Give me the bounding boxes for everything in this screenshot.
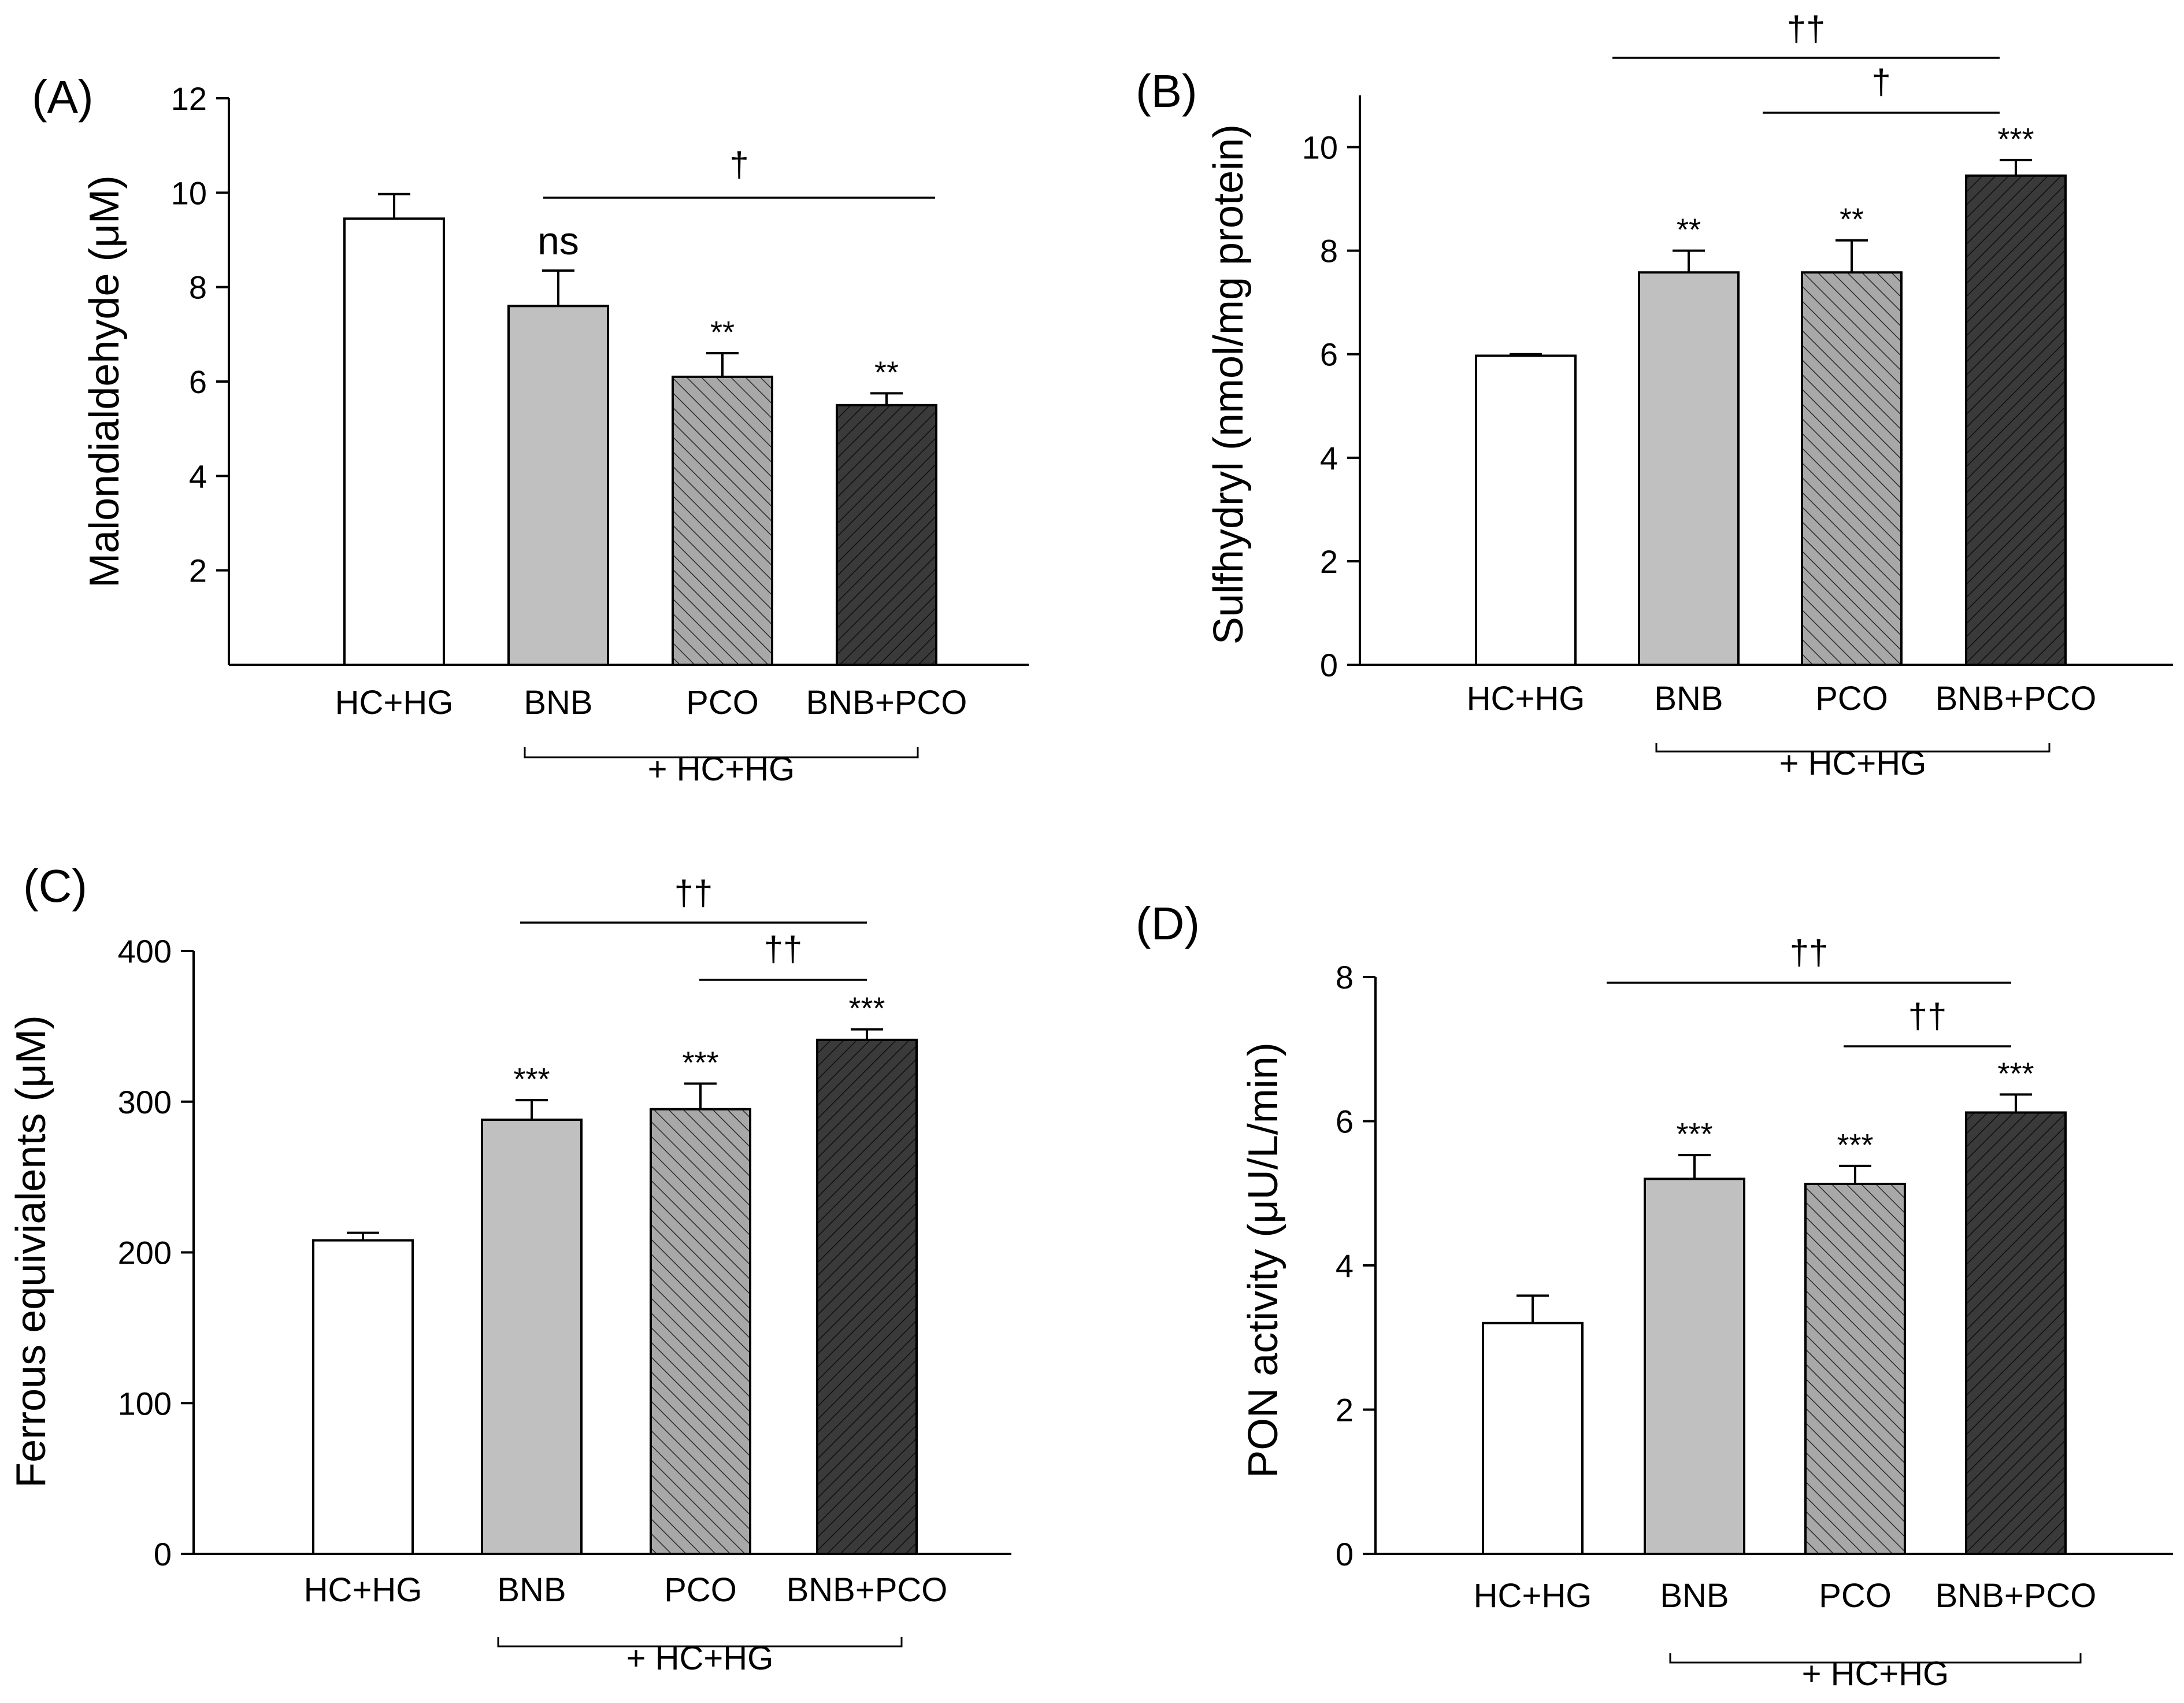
y-tick-label: 8 xyxy=(189,269,207,306)
category-label: PCO xyxy=(1815,680,1888,717)
y-tick-label: 8 xyxy=(1320,233,1338,269)
bar-bnb-plus-pco xyxy=(1965,174,2067,666)
bar-bnb-plus-pco xyxy=(836,403,937,666)
category-label: BNB+PCO xyxy=(787,1571,948,1609)
significance-marker: *** xyxy=(1676,1117,1712,1152)
significance-marker: *** xyxy=(1997,1056,2034,1091)
y-tick-label: 4 xyxy=(1336,1247,1354,1284)
y-tick-label: 300 xyxy=(118,1084,172,1120)
significance-marker: *** xyxy=(513,1062,550,1097)
y-axis-label: Sulfhydryl (nmol/mg protein) xyxy=(1206,124,1252,645)
group-bracket xyxy=(1655,743,2050,753)
bar-bnb xyxy=(481,1119,583,1556)
y-tick-label: 10 xyxy=(1302,129,1338,166)
group-label: + HC+HG xyxy=(648,750,795,788)
y-tick-label: 6 xyxy=(1336,1104,1354,1140)
category-label: PCO xyxy=(664,1571,737,1609)
category-label: BNB+PCO xyxy=(1935,1577,2097,1615)
bar-bnb-plus-pco xyxy=(1965,1111,2067,1555)
bar-pco xyxy=(1801,271,1903,666)
bar-bnb xyxy=(507,305,609,666)
y-tick-label: 0 xyxy=(154,1536,172,1572)
bar-pco xyxy=(672,375,773,666)
bar-bnb-plus-pco xyxy=(816,1038,918,1555)
bar-hc-plus-hg xyxy=(1482,1321,1584,1556)
chart-panel-b: (B) 0 2 4 6 8 10 Sulfhydryl (nmol/mg protein) HC… xyxy=(1136,9,2173,782)
panel-label: (C) xyxy=(23,860,87,912)
group-bracket xyxy=(524,747,919,758)
y-tick-label: 400 xyxy=(118,933,172,969)
comparison-marker: †† xyxy=(1787,9,1826,48)
y-tick-label: 100 xyxy=(118,1385,172,1421)
significance-marker: ** xyxy=(874,355,899,390)
group-bracket xyxy=(1669,1653,2082,1664)
category-label: HC+HG xyxy=(335,684,454,721)
bar-bnb xyxy=(1644,1178,1745,1556)
y-tick-label: 0 xyxy=(1320,647,1338,683)
y-tick-label: 10 xyxy=(171,175,207,211)
significance-marker: *** xyxy=(1997,122,2034,157)
significance-marker: *** xyxy=(1837,1128,1873,1163)
significance-marker: ** xyxy=(1677,213,1701,247)
comparison-marker: † xyxy=(1871,62,1890,101)
comparison-marker: † xyxy=(729,145,748,184)
y-tick-label: 200 xyxy=(118,1235,172,1271)
comparison-marker: †† xyxy=(674,873,713,912)
comparison-marker: †† xyxy=(1908,997,1947,1035)
y-tick-label: 4 xyxy=(1320,440,1338,476)
y-tick-label: 2 xyxy=(1320,543,1338,580)
group-label: + HC+HG xyxy=(626,1639,774,1677)
panel-label: (D) xyxy=(1136,898,1200,949)
category-label: BNB xyxy=(1660,1577,1729,1615)
y-tick-label: 8 xyxy=(1336,959,1354,995)
group-label: + HC+HG xyxy=(1802,1655,1949,1693)
bar-hc-plus-hg xyxy=(1475,354,1577,666)
chart-panel-a: (A) 2 4 6 8 10 12 Malondialdehyde (μM) HC+HG ns BN… xyxy=(32,71,1029,788)
significance-marker: *** xyxy=(848,991,885,1026)
significance-marker: *** xyxy=(682,1045,718,1080)
panel-label: (B) xyxy=(1136,65,1197,117)
chart-panel-d: (D) 0 2 4 6 8 PON activity (μU/L/min) HC+HG *** B… xyxy=(1136,898,2173,1693)
significance-marker: ** xyxy=(710,315,735,350)
category-label: PCO xyxy=(686,684,759,721)
significance-marker: ns xyxy=(537,219,579,263)
category-label: BNB xyxy=(524,684,592,721)
y-tick-label: 6 xyxy=(189,364,207,400)
category-label: PCO xyxy=(1819,1577,1892,1615)
group-bracket xyxy=(497,1637,903,1648)
y-tick-label: 2 xyxy=(189,553,207,589)
category-label: BNB+PCO xyxy=(806,684,967,721)
bar-pco xyxy=(1804,1183,1906,1555)
category-label: HC+HG xyxy=(304,1571,422,1609)
y-tick-label: 0 xyxy=(1336,1536,1354,1572)
y-axis-label: Malondialdehyde (μM) xyxy=(81,175,128,588)
category-label: BNB xyxy=(1654,680,1723,717)
chart-panel-c: (C) 0 100 200 300 400 Ferrous equivialents (μM… xyxy=(8,860,1011,1677)
bar-hc-plus-hg xyxy=(312,1239,414,1555)
category-label: BNB+PCO xyxy=(1935,680,2097,717)
comparison-marker: †† xyxy=(1790,933,1829,972)
y-tick-label: 2 xyxy=(1336,1392,1354,1428)
comparison-marker: †† xyxy=(764,930,803,968)
y-axis-label: Ferrous equivialents (μM) xyxy=(8,1015,54,1488)
y-tick-label: 6 xyxy=(1320,336,1338,373)
group-label: + HC+HG xyxy=(1779,745,1927,782)
category-label: HC+HG xyxy=(1467,680,1585,717)
y-axis-label: PON activity (μU/L/min) xyxy=(1240,1042,1286,1478)
y-tick-label: 12 xyxy=(171,80,207,117)
panel-label: (A) xyxy=(32,71,94,123)
bar-pco xyxy=(650,1108,751,1555)
bar-bnb xyxy=(1638,271,1740,666)
category-label: BNB xyxy=(497,1571,566,1609)
category-label: HC+HG xyxy=(1474,1577,1592,1615)
y-tick-label: 4 xyxy=(189,458,207,494)
bar-hc-plus-hg xyxy=(343,217,445,666)
significance-marker: ** xyxy=(1840,202,1864,237)
